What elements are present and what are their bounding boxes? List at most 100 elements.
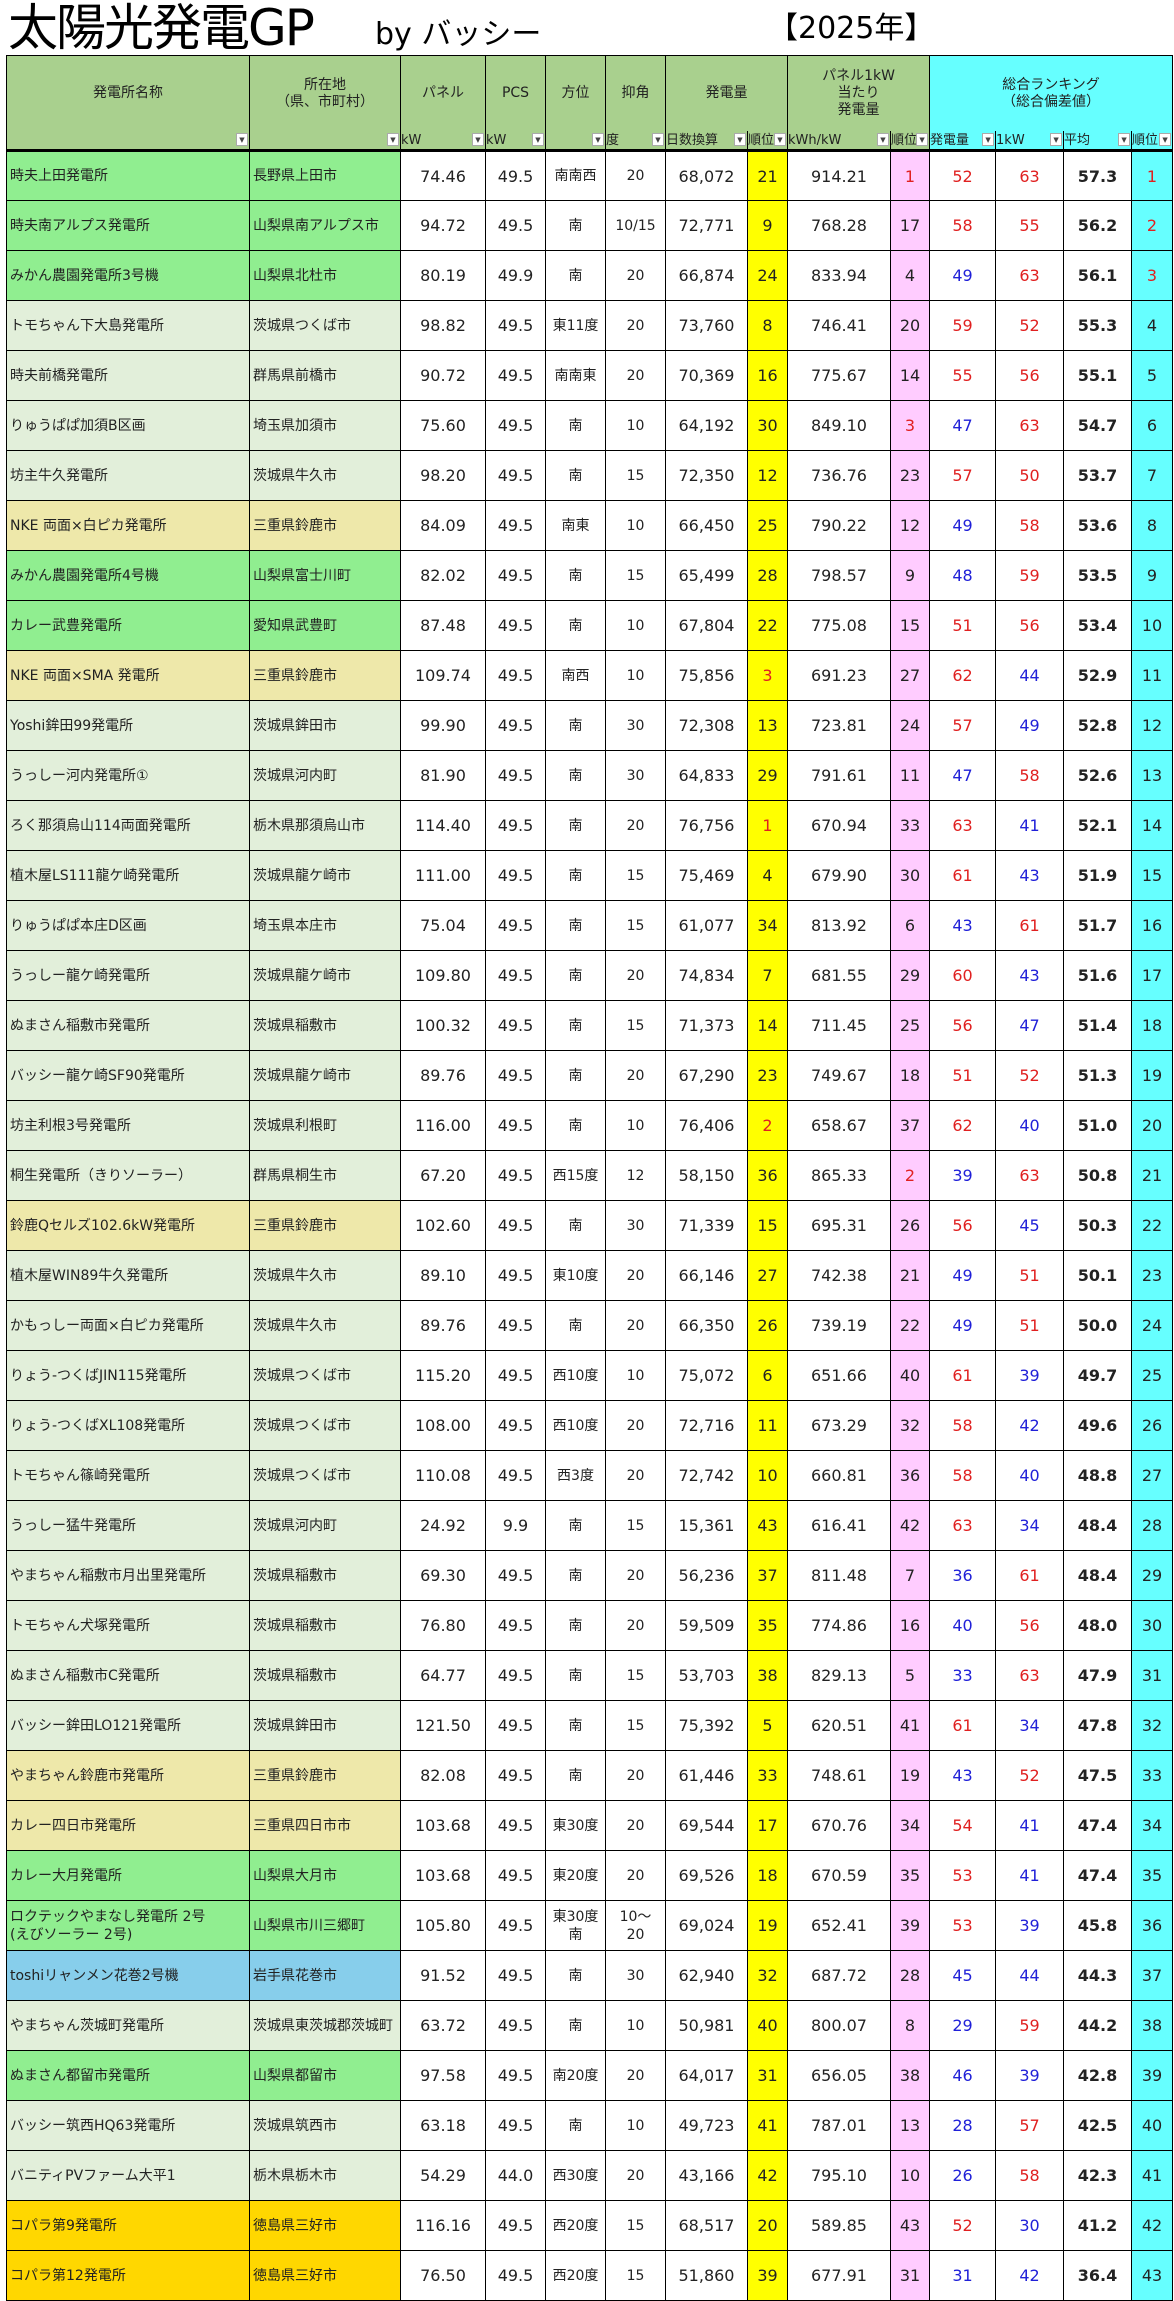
- cell-name[interactable]: コパラ第12発電所: [6, 2250, 250, 2301]
- cell-panel[interactable]: 98.20: [400, 450, 486, 501]
- filter-dropdown-icon[interactable]: ▼: [592, 133, 604, 146]
- cell-average[interactable]: 48.8: [1063, 1450, 1133, 1501]
- cell-location[interactable]: 茨城県稲敷市: [249, 1000, 401, 1051]
- cell-average[interactable]: 55.3: [1063, 300, 1133, 351]
- cell-score-gen[interactable]: 58: [929, 1400, 997, 1451]
- cell-panel[interactable]: 76.80: [400, 1600, 486, 1651]
- cell-per-kw-rank[interactable]: 28: [889, 1950, 931, 2001]
- cell-score-kw[interactable]: 56: [995, 600, 1065, 651]
- cell-tilt[interactable]: 15: [605, 1700, 666, 1751]
- cell-name[interactable]: バニティPVファーム大平1: [6, 2150, 250, 2201]
- cell-score-gen[interactable]: 49: [929, 1300, 997, 1351]
- cell-score-kw[interactable]: 52: [995, 1750, 1065, 1801]
- cell-gen-rank[interactable]: 1: [747, 800, 788, 851]
- cell-tilt[interactable]: 10: [605, 2100, 666, 2151]
- cell-per-kw[interactable]: 670.76: [787, 1800, 891, 1851]
- cell-pcs[interactable]: 49.5: [485, 350, 546, 401]
- cell-tilt[interactable]: 10: [605, 600, 666, 651]
- cell-name[interactable]: トモちゃん犬塚発電所: [6, 1600, 250, 1651]
- cell-tilt[interactable]: 20: [605, 350, 666, 401]
- cell-gen-rank[interactable]: 28: [747, 550, 788, 601]
- cell-rank[interactable]: 13: [1131, 750, 1174, 801]
- cell-gen-rank[interactable]: 33: [747, 1750, 788, 1801]
- cell-per-kw[interactable]: 775.67: [787, 350, 891, 401]
- cell-name[interactable]: うっしー龍ケ崎発電所: [6, 950, 250, 1001]
- cell-average[interactable]: 51.0: [1063, 1100, 1133, 1151]
- cell-pcs[interactable]: 49.5: [485, 1650, 546, 1701]
- cell-location[interactable]: 茨城県龍ケ崎市: [249, 850, 401, 901]
- cell-score-kw[interactable]: 43: [995, 950, 1065, 1001]
- cell-location[interactable]: 茨城県鉾田市: [249, 700, 401, 751]
- cell-score-gen[interactable]: 31: [929, 2250, 997, 2301]
- cell-score-gen[interactable]: 52: [929, 2200, 997, 2251]
- cell-tilt[interactable]: 20: [605, 300, 666, 351]
- cell-per-kw-rank[interactable]: 12: [889, 500, 931, 551]
- cell-direction[interactable]: 西15度: [545, 1150, 606, 1201]
- cell-average[interactable]: 48.4: [1063, 1500, 1133, 1551]
- cell-panel[interactable]: 108.00: [400, 1400, 486, 1451]
- cell-pcs[interactable]: 49.5: [485, 1850, 546, 1901]
- cell-name[interactable]: ロクテックやまなし発電所 2号 (えびソーラー 2号): [6, 1900, 250, 1951]
- cell-name[interactable]: ぬまさん稲敷市C発電所: [6, 1650, 250, 1701]
- cell-name[interactable]: バッシー筑西HQ63発電所: [6, 2100, 250, 2151]
- cell-score-gen[interactable]: 61: [929, 1700, 997, 1751]
- cell-tilt[interactable]: 15: [605, 1500, 666, 1551]
- cell-pcs[interactable]: 49.5: [485, 850, 546, 901]
- cell-pcs[interactable]: 49.5: [485, 1050, 546, 1101]
- cell-rank[interactable]: 41: [1131, 2150, 1174, 2201]
- cell-per-kw[interactable]: 849.10: [787, 400, 891, 451]
- cell-generation[interactable]: 75,072: [665, 1350, 748, 1401]
- cell-score-gen[interactable]: 43: [929, 900, 997, 951]
- cell-location[interactable]: 三重県鈴鹿市: [249, 650, 401, 701]
- filter-dropdown-icon[interactable]: ▼: [916, 133, 929, 146]
- cell-per-kw-rank[interactable]: 16: [889, 1600, 931, 1651]
- cell-pcs[interactable]: 49.5: [485, 1350, 546, 1401]
- cell-average[interactable]: 48.4: [1063, 1550, 1133, 1601]
- cell-pcs[interactable]: 49.5: [485, 200, 546, 251]
- cell-gen-rank[interactable]: 5: [747, 1700, 788, 1751]
- cell-panel[interactable]: 81.90: [400, 750, 486, 801]
- cell-pcs[interactable]: 49.5: [485, 2250, 546, 2301]
- cell-score-kw[interactable]: 42: [995, 2250, 1065, 2301]
- cell-generation[interactable]: 66,450: [665, 500, 748, 551]
- cell-location[interactable]: 埼玉県本庄市: [249, 900, 401, 951]
- cell-panel[interactable]: 103.68: [400, 1850, 486, 1901]
- cell-tilt[interactable]: 20: [605, 1400, 666, 1451]
- cell-score-gen[interactable]: 47: [929, 400, 997, 451]
- cell-per-kw-rank[interactable]: 37: [889, 1100, 931, 1151]
- cell-tilt[interactable]: 10: [605, 400, 666, 451]
- cell-score-gen[interactable]: 46: [929, 2050, 997, 2101]
- cell-name[interactable]: やまちゃん稲敷市月出里発電所: [6, 1550, 250, 1601]
- cell-location[interactable]: 山梨県南アルプス市: [249, 200, 401, 251]
- cell-panel[interactable]: 54.29: [400, 2150, 486, 2201]
- cell-rank[interactable]: 34: [1131, 1800, 1174, 1851]
- cell-gen-rank[interactable]: 34: [747, 900, 788, 951]
- cell-gen-rank[interactable]: 14: [747, 1000, 788, 1051]
- cell-score-gen[interactable]: 57: [929, 450, 997, 501]
- cell-tilt[interactable]: 10: [605, 1100, 666, 1151]
- cell-rank[interactable]: 15: [1131, 850, 1174, 901]
- cell-name[interactable]: かもっしー両面×白ピカ発電所: [6, 1300, 250, 1351]
- cell-rank[interactable]: 38: [1131, 2000, 1174, 2051]
- cell-score-kw[interactable]: 50: [995, 450, 1065, 501]
- cell-average[interactable]: 51.3: [1063, 1050, 1133, 1101]
- cell-panel[interactable]: 67.20: [400, 1150, 486, 1201]
- cell-score-kw[interactable]: 30: [995, 2200, 1065, 2251]
- cell-score-kw[interactable]: 63: [995, 400, 1065, 451]
- cell-name[interactable]: りゅうぱぱ加須B区画: [6, 400, 250, 451]
- cell-per-kw-rank[interactable]: 36: [889, 1450, 931, 1501]
- cell-tilt[interactable]: 15: [605, 900, 666, 951]
- cell-gen-rank[interactable]: 27: [747, 1250, 788, 1301]
- cell-rank[interactable]: 32: [1131, 1700, 1174, 1751]
- cell-direction[interactable]: 南: [545, 1050, 606, 1101]
- cell-tilt[interactable]: 20: [605, 1450, 666, 1501]
- cell-generation[interactable]: 68,517: [665, 2200, 748, 2251]
- cell-gen-rank[interactable]: 32: [747, 1950, 788, 2001]
- cell-pcs[interactable]: 49.5: [485, 1000, 546, 1051]
- cell-per-kw[interactable]: 914.21: [787, 149, 891, 201]
- cell-tilt[interactable]: 10: [605, 650, 666, 701]
- cell-direction[interactable]: 南: [545, 2000, 606, 2051]
- cell-name[interactable]: バッシー鉾田LO121発電所: [6, 1700, 250, 1751]
- cell-gen-rank[interactable]: 2: [747, 1100, 788, 1151]
- cell-name[interactable]: うっしー河内発電所①: [6, 750, 250, 801]
